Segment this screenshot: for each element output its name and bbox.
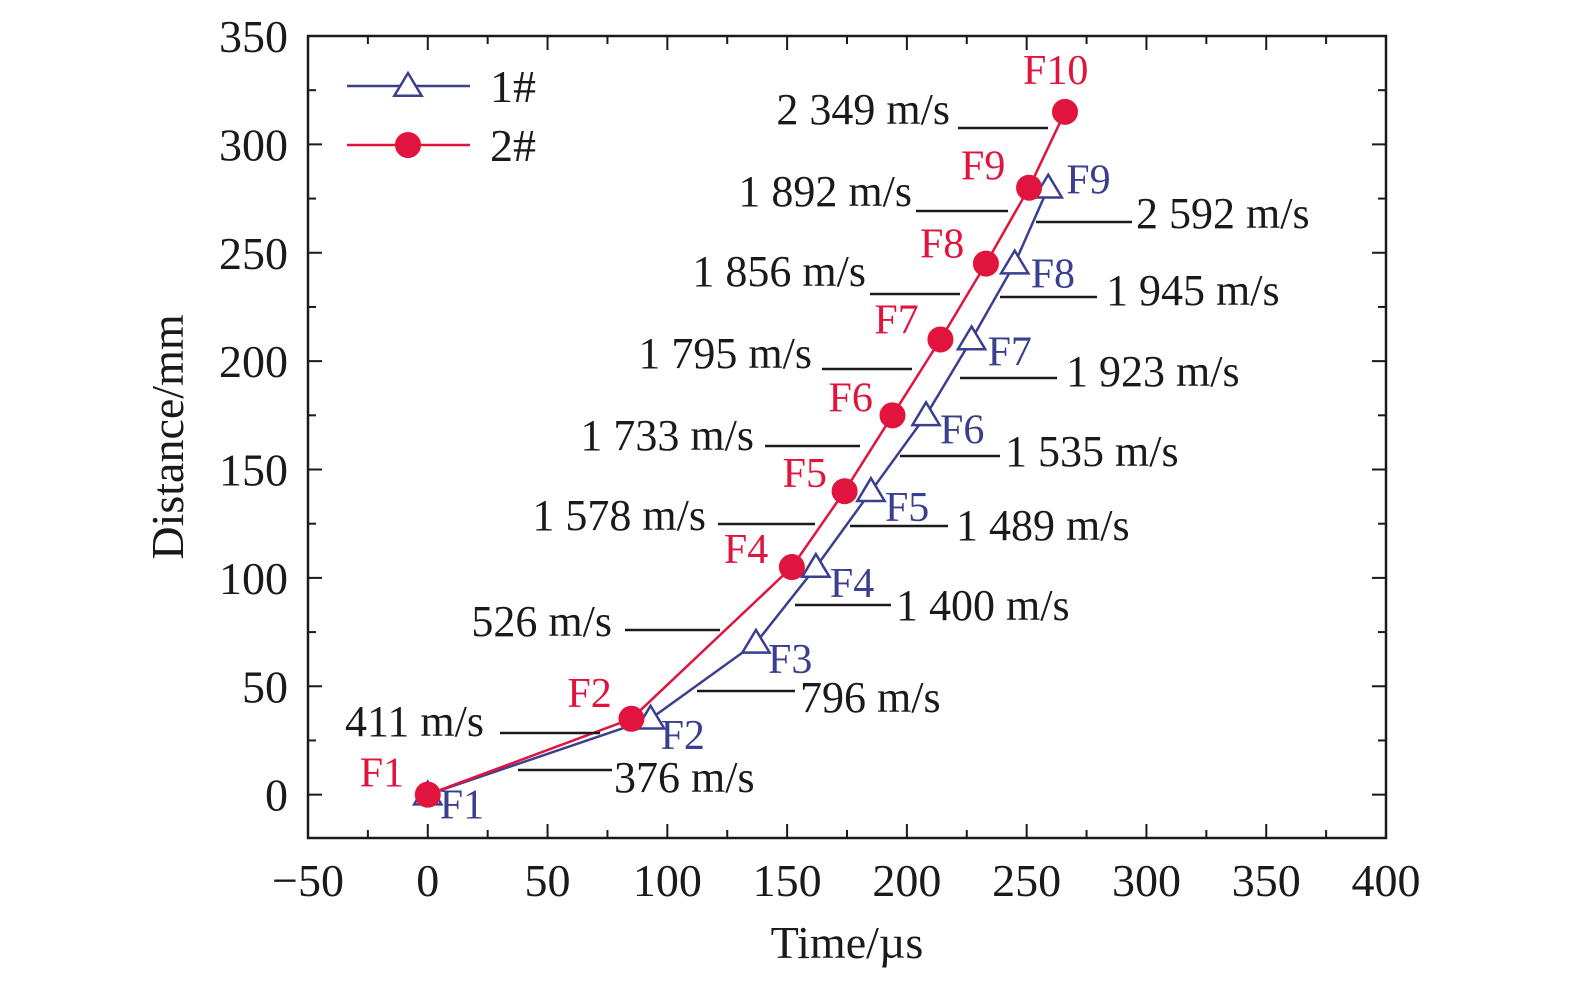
y-tick-label: 150 <box>219 445 288 496</box>
x-axis-title: Time/µs <box>771 917 924 968</box>
velocity-label: 1 400 m/s <box>896 581 1070 630</box>
velocity-label: 1 892 m/s <box>738 167 912 216</box>
circle-marker <box>1051 98 1078 125</box>
annotations: 411 m/s 526 m/s 1 578 m/s 1 733 m/s 1 795 m/… <box>345 85 1310 802</box>
velocity-label: 526 m/s <box>471 597 612 646</box>
x-tick-label: 100 <box>633 855 702 906</box>
point-label: F8 <box>920 222 964 268</box>
y-tick-label: 200 <box>219 336 288 387</box>
velocity-label: 1 923 m/s <box>1066 347 1240 396</box>
point-label: F4 <box>724 527 768 573</box>
x-tick-label: −50 <box>272 855 344 906</box>
y-tick-label: 0 <box>265 770 288 821</box>
triangle-marker <box>955 324 988 351</box>
velocity-label: 1 945 m/s <box>1106 266 1280 315</box>
circle-marker <box>414 781 441 808</box>
point-label: F1 <box>360 751 404 797</box>
point-label: F6 <box>940 407 984 453</box>
legend-item: 2# <box>347 120 536 171</box>
y-tick-label: 250 <box>219 228 288 279</box>
velocity-label: 1 795 m/s <box>638 329 812 378</box>
velocity-label: 411 m/s <box>345 697 484 746</box>
point-label: F7 <box>874 297 918 343</box>
y-tick-label: 100 <box>219 553 288 604</box>
velocity-annotation: 2 592 m/s <box>1036 189 1310 238</box>
axes: −50 0 50 100 150 200 250 300 350 400 0 50 100 150 200 2… <box>142 11 1421 968</box>
x-tick-label: 150 <box>753 855 822 906</box>
point-label: F6 <box>829 375 873 421</box>
velocity-label: 1 733 m/s <box>580 411 754 460</box>
circle-marker <box>879 402 906 429</box>
velocity-annotation: 1 733 m/s <box>580 411 860 460</box>
velocity-annotation: 1 892 m/s <box>738 167 1008 216</box>
point-label: F10 <box>1023 48 1088 94</box>
triangle-marker <box>392 70 424 97</box>
legend-item: 1# <box>347 61 536 112</box>
point-label: F5 <box>783 451 827 497</box>
x-tick-label: 0 <box>416 855 439 906</box>
y-tick-label: 300 <box>219 119 288 170</box>
velocity-label: 2 592 m/s <box>1136 189 1310 238</box>
velocity-annotation: 1 400 m/s <box>795 581 1070 630</box>
x-tick-label: 400 <box>1352 855 1421 906</box>
x-tick-label: 350 <box>1232 855 1301 906</box>
point-label: F8 <box>1031 252 1075 298</box>
circle-marker <box>927 326 954 353</box>
point-label: F7 <box>988 329 1032 375</box>
y-tick-label: 50 <box>242 661 288 712</box>
velocity-annotation: 1 856 m/s <box>692 247 960 296</box>
circle-marker <box>1016 174 1043 201</box>
point-label: F4 <box>830 561 874 607</box>
point-label: F2 <box>661 713 705 759</box>
velocity-label: 796 m/s <box>800 673 941 722</box>
velocity-label: 1 856 m/s <box>692 247 866 296</box>
velocity-annotation: 1 923 m/s <box>960 347 1240 396</box>
y-tick-label: 350 <box>219 11 288 62</box>
triangle-marker <box>998 248 1031 275</box>
y-axis-title: Distance/mm <box>142 314 193 559</box>
velocity-annotation: 526 m/s <box>471 597 720 646</box>
point-label: F1 <box>440 783 484 829</box>
triangle-marker <box>910 399 942 427</box>
legend-label: 1# <box>490 61 536 112</box>
point-label: F5 <box>885 485 929 531</box>
point-label: F3 <box>768 637 812 683</box>
x-tick-label: 200 <box>872 855 941 906</box>
velocity-annotation: 1 578 m/s <box>532 491 815 540</box>
circle-marker <box>395 132 421 158</box>
legend-label: 2# <box>490 120 536 171</box>
triangle-marker <box>855 475 887 503</box>
velocity-annotation: 1 535 m/s <box>900 427 1179 476</box>
point-label: F9 <box>961 144 1005 190</box>
velocity-annotation: 1 945 m/s <box>1000 266 1280 315</box>
velocity-label: 2 349 m/s <box>776 85 950 134</box>
legend: 1#2# <box>347 61 536 171</box>
point-label: F9 <box>1066 158 1110 204</box>
velocity-annotation: 1 795 m/s <box>638 329 912 378</box>
velocity-annotation: 376 m/s <box>518 753 755 802</box>
velocity-label: 1 489 m/s <box>956 501 1130 550</box>
velocity-annotation: 796 m/s <box>697 673 941 722</box>
x-tick-label: 250 <box>992 855 1061 906</box>
x-tick-label: 300 <box>1112 855 1181 906</box>
circle-marker <box>972 250 999 277</box>
triangle-marker <box>740 627 772 654</box>
circle-marker <box>778 554 805 581</box>
velocity-label: 1 578 m/s <box>532 491 706 540</box>
point-label: F2 <box>567 671 611 717</box>
circle-marker <box>618 705 645 732</box>
velocity-label: 1 535 m/s <box>1005 427 1179 476</box>
x-tick-label: 50 <box>525 855 571 906</box>
velocity-label: 376 m/s <box>614 753 755 802</box>
velocity-annotation: 411 m/s <box>345 697 600 746</box>
velocity-annotation: 1 489 m/s <box>850 501 1130 550</box>
triangle-marker <box>800 551 832 579</box>
velocity-annotation: 2 349 m/s <box>776 85 1048 134</box>
circle-marker <box>831 478 858 505</box>
